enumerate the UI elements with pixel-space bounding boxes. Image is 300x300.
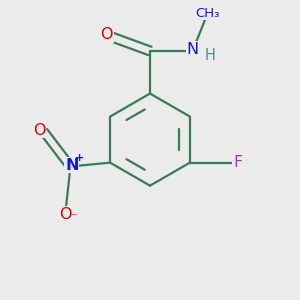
Text: O: O — [100, 28, 113, 43]
Text: O: O — [59, 207, 72, 222]
Text: CH₃: CH₃ — [195, 7, 219, 20]
Text: H: H — [205, 48, 216, 63]
Text: ⁻: ⁻ — [70, 211, 77, 224]
Text: N: N — [187, 42, 199, 57]
Text: N: N — [65, 158, 79, 172]
Text: O: O — [33, 123, 46, 138]
Text: F: F — [233, 155, 242, 170]
Text: +: + — [75, 153, 85, 163]
